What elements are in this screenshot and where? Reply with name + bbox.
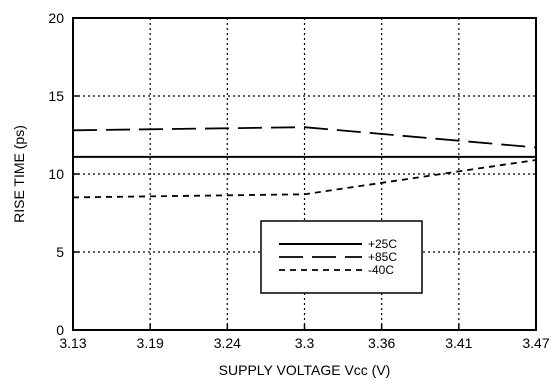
- series-line-85c: [72, 126, 537, 149]
- y-tick-label: 5: [56, 244, 64, 260]
- legend-label: +85C: [368, 250, 397, 264]
- x-tick-label: 3.19: [137, 335, 164, 351]
- x-tick-label: 3.36: [368, 335, 395, 351]
- y-tick-label: 20: [48, 10, 64, 26]
- legend-label: +25C: [368, 237, 397, 251]
- y-tick-label: 15: [48, 88, 64, 104]
- legend-label: -40C: [368, 263, 394, 277]
- x-tick-label: 3.47: [522, 335, 549, 351]
- x-tick-label: 3.3: [295, 335, 315, 351]
- legend: +25C+85C-40C: [260, 220, 423, 294]
- x-tick-label: 3.41: [445, 335, 472, 351]
- series-lines: [72, 126, 537, 199]
- x-tick-label: 3.24: [214, 335, 241, 351]
- y-tick-label: 10: [48, 166, 64, 182]
- series-line-40c: [72, 159, 537, 199]
- y-tick-label: 0: [56, 322, 64, 338]
- x-tick-label: 3.13: [59, 335, 86, 351]
- axis-ticks: 3.13 3.19 3.24 3.3 3.36 3.41 3.47 0 5 10 15 20: [48, 10, 549, 351]
- y-axis-label: RISE TIME (ps): [11, 125, 27, 223]
- x-axis-label: SUPPLY VOLTAGE Vcc (V): [219, 362, 391, 378]
